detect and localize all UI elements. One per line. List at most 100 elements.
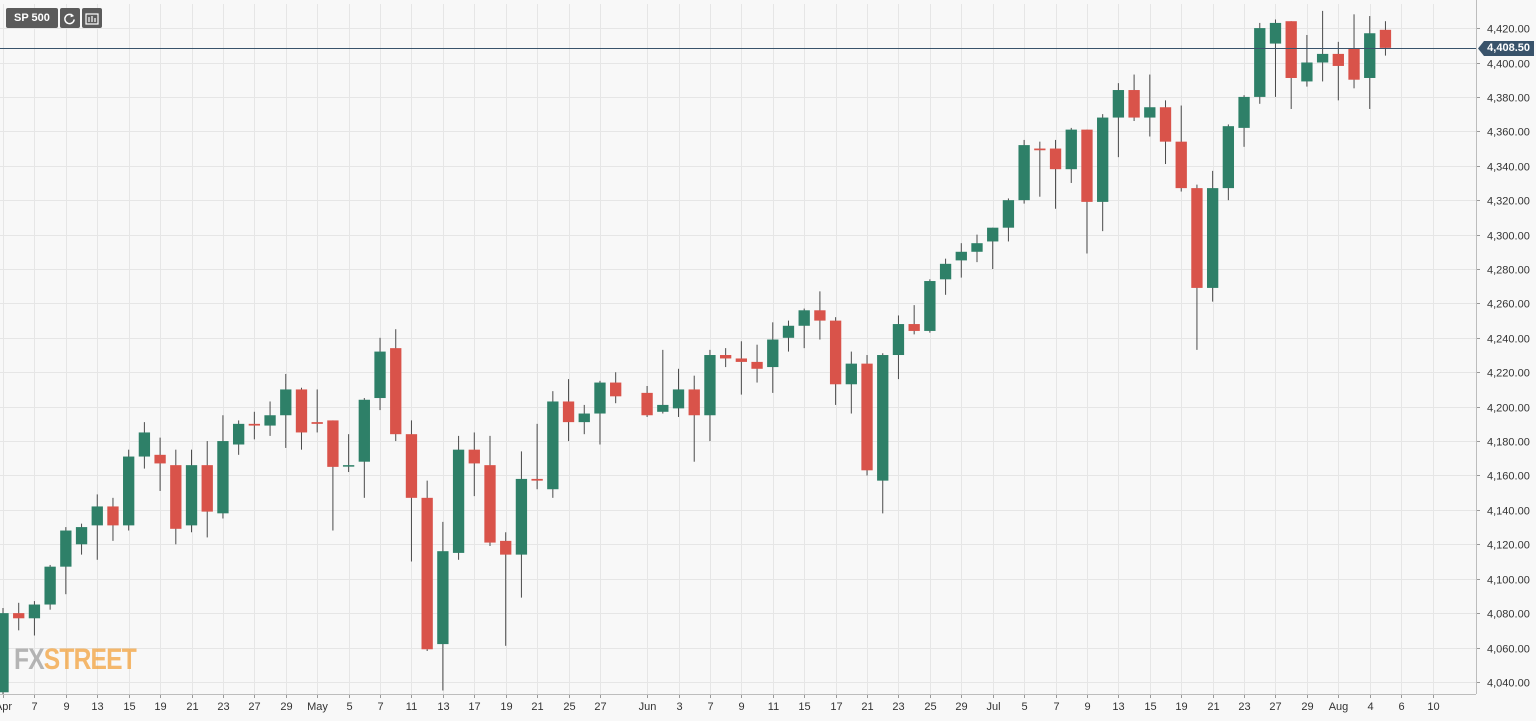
candle-body — [500, 540, 512, 555]
candle — [672, 368, 685, 417]
candle-body — [672, 389, 685, 409]
symbol-label[interactable]: SP 500 — [6, 8, 58, 28]
x-tick-label: 27 — [594, 701, 606, 713]
y-tick-label: 4,220.00 — [1487, 368, 1530, 380]
candle-body — [531, 478, 543, 481]
candle — [342, 434, 355, 473]
candle-body — [892, 324, 905, 356]
candle-body — [971, 243, 983, 252]
x-tick-label: Jun — [639, 701, 657, 713]
candle — [1301, 34, 1313, 87]
candle — [814, 291, 826, 340]
candle-body — [91, 506, 103, 526]
x-tick-label: 23 — [892, 701, 904, 713]
candle-body — [861, 363, 873, 471]
x-tick-label: 19 — [1175, 701, 1187, 713]
x-tick-label: 21 — [861, 701, 873, 713]
candle-body — [1332, 53, 1344, 66]
candle-body — [123, 456, 135, 526]
x-tick-label: 13 — [437, 701, 449, 713]
candle-body — [1316, 53, 1329, 63]
x-tick-label: 5 — [346, 701, 352, 713]
y-tick-label: 4,120.00 — [1487, 540, 1530, 552]
candle — [1364, 16, 1376, 109]
x-tick-label: 13 — [91, 701, 103, 713]
candle-body — [60, 530, 72, 567]
x-tick-label: 3 — [676, 701, 682, 713]
candle — [138, 422, 151, 469]
x-tick-label: 23 — [1238, 701, 1250, 713]
y-tick-label: 4,340.00 — [1487, 162, 1530, 174]
candle — [924, 279, 936, 333]
candle-body — [829, 320, 842, 385]
candle — [735, 341, 748, 395]
x-tick-label: 25 — [924, 701, 936, 713]
candle-body — [657, 404, 669, 412]
candle-body — [562, 401, 575, 423]
candle-body — [610, 382, 622, 397]
candle-body — [295, 389, 308, 433]
candle-body — [342, 465, 355, 467]
y-tick-label: 4,160.00 — [1487, 471, 1530, 483]
x-tick-label: 21 — [531, 701, 543, 713]
candle-body — [939, 263, 952, 280]
x-tick-label: 9 — [1084, 701, 1090, 713]
candle — [782, 320, 795, 352]
candle-body — [1301, 62, 1313, 82]
candle — [0, 607, 9, 694]
candle — [939, 258, 952, 295]
candle — [578, 404, 590, 435]
x-tick-label: Aug — [1329, 701, 1349, 713]
candle — [610, 372, 622, 404]
candle — [280, 373, 292, 448]
candle-body — [201, 465, 213, 512]
candle-body — [782, 325, 795, 338]
candle — [971, 234, 983, 263]
x-tick-label: 17 — [468, 701, 480, 713]
candle — [657, 349, 669, 414]
candle-body — [28, 604, 41, 619]
candle-body — [264, 415, 276, 426]
candle — [452, 435, 465, 560]
candle-body — [358, 399, 370, 462]
candle — [13, 602, 25, 631]
x-tick-label: 21 — [186, 701, 198, 713]
candle — [1316, 10, 1329, 82]
candle — [405, 420, 418, 562]
candle-body — [107, 506, 119, 526]
x-tick-label: 15 — [123, 701, 135, 713]
y-tick-label: 4,060.00 — [1487, 644, 1530, 656]
candle-body — [1364, 33, 1376, 78]
candle-body — [955, 251, 967, 261]
y-tick-label: 4,200.00 — [1487, 403, 1530, 415]
refresh-button[interactable] — [59, 8, 80, 28]
x-tick-label: 15 — [798, 701, 810, 713]
logo-part-fx: FX — [14, 643, 45, 676]
candle-body — [484, 465, 496, 543]
candle-body — [248, 423, 261, 426]
candle-body — [1128, 90, 1140, 118]
candle-body — [1081, 129, 1093, 202]
candle-body — [735, 358, 748, 362]
current-price-tag: 4,408.50 — [1478, 41, 1534, 56]
candle-body — [1206, 188, 1219, 288]
y-tick-label: 4,100.00 — [1487, 575, 1530, 587]
x-tick-label: 10 — [1427, 701, 1439, 713]
candle — [719, 348, 732, 368]
candle-body — [311, 422, 323, 424]
x-tick-label: 27 — [1269, 701, 1281, 713]
chart-settings-button[interactable] — [81, 8, 102, 28]
y-tick-label: 4,240.00 — [1487, 334, 1530, 346]
y-tick-label: 4,040.00 — [1487, 678, 1530, 690]
y-tick-label: 4,140.00 — [1487, 506, 1530, 518]
candle-body — [1379, 29, 1392, 48]
candle — [484, 435, 496, 547]
chart-toolbar: SP 500 — [6, 8, 102, 28]
candle — [28, 601, 41, 636]
candle — [232, 420, 245, 455]
x-tick-label: 5 — [1021, 701, 1027, 713]
candle — [500, 532, 512, 646]
x-tick-label: 11 — [406, 701, 417, 713]
